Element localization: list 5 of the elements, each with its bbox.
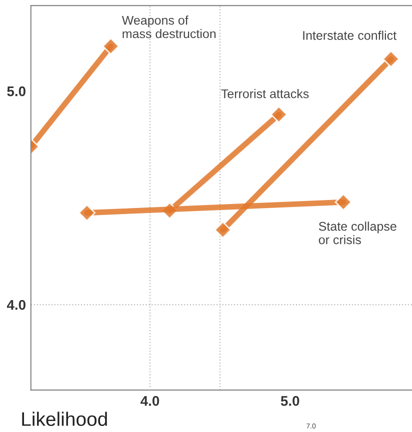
series-label: Weapons of mass destruction bbox=[122, 16, 216, 38]
series-label: Terrorist attacks bbox=[221, 89, 309, 98]
x-axis-title: Likelihood bbox=[22, 412, 107, 426]
series-label: Interstate conflict bbox=[303, 30, 396, 40]
series-label: State collapse or crisis bbox=[318, 222, 396, 244]
